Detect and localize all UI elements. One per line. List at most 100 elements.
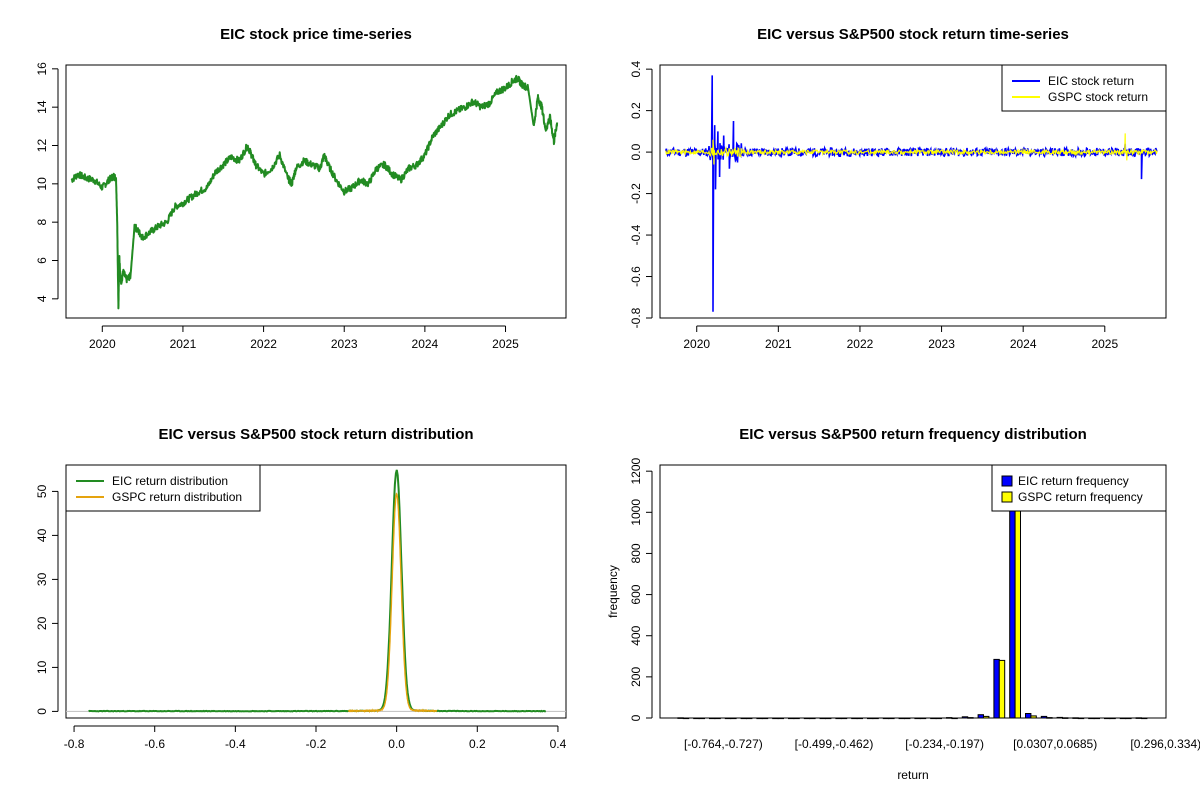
legend-label: EIC return distribution	[112, 474, 228, 488]
bar-gspc	[840, 717, 848, 720]
bar-eic	[819, 717, 826, 720]
y-tick-label: 0	[35, 708, 49, 715]
y-tick-label: 6	[35, 257, 49, 264]
bar-gspc	[1109, 717, 1116, 720]
y-axis-label: frequency	[606, 565, 620, 618]
bar-eic	[709, 717, 716, 720]
bar-eic	[1119, 717, 1127, 720]
bar-gspc	[1062, 717, 1069, 719]
y-tick-label: 0.4	[629, 60, 643, 77]
bar-eic	[835, 717, 842, 720]
y-tick-label: -0.8	[629, 307, 643, 328]
y-tick-label: 1200	[629, 458, 643, 485]
x-tick-label: 0.0	[388, 737, 405, 751]
x-tick-label: 2022	[250, 337, 277, 351]
legend-box	[991, 464, 1167, 512]
bar-eic	[756, 717, 763, 720]
bar-gspc	[1030, 715, 1037, 719]
bar-gspc	[825, 717, 832, 720]
bar-gspc	[777, 717, 784, 720]
bar-eic	[693, 717, 700, 720]
x-tick-label: 2021	[170, 337, 197, 351]
bar-gspc	[888, 717, 895, 720]
x-tick-label: 2024	[412, 337, 439, 351]
y-tick-label: 20	[35, 616, 49, 630]
x-tick-label: [-0.764,-0.727)	[684, 737, 763, 751]
x-tick-label: 2021	[765, 337, 792, 351]
bar-eic	[993, 658, 1000, 719]
y-tick-label: 4	[35, 295, 49, 302]
bar-gspc	[698, 717, 705, 720]
x-axis-label: return	[897, 768, 928, 782]
x-tick-label: [0.0307,0.0685)	[1013, 737, 1097, 751]
plot-frame	[659, 64, 1167, 319]
bar-gspc	[1046, 717, 1053, 719]
bar-gspc	[856, 717, 863, 720]
bar-eic	[788, 717, 795, 720]
bar-gspc	[998, 659, 1006, 719]
bar-gspc	[983, 715, 990, 719]
bar-gspc	[872, 717, 879, 720]
y-tick-label: 16	[35, 62, 49, 76]
y-tick-label: 0.2	[629, 102, 643, 119]
bar-eic	[882, 717, 890, 720]
bar-eic	[1056, 716, 1063, 719]
bar-gspc	[1093, 717, 1100, 720]
y-tick-label: 12	[35, 139, 49, 153]
legend-swatch	[1001, 475, 1013, 487]
y-tick-label: 200	[629, 667, 643, 687]
x-tick-label: 2025	[1091, 337, 1118, 351]
series-line-eic-density	[88, 469, 547, 713]
chart-title: EIC stock price time-series	[220, 26, 412, 43]
x-tick-label: -0.4	[225, 737, 246, 751]
y-tick-label: 10	[35, 660, 49, 674]
bar-eic	[930, 717, 937, 720]
bar-eic	[803, 717, 811, 720]
chart-title: EIC versus S&P500 stock return time-seri…	[757, 26, 1069, 43]
bar-eic	[914, 717, 921, 720]
plot-frame	[65, 464, 567, 719]
x-tick-label: 2024	[1010, 337, 1037, 351]
series-line-eic-price	[70, 74, 559, 310]
legend: EIC stock return GSPC stock return	[1001, 64, 1167, 112]
y-tick-label: 10	[35, 177, 49, 191]
legend: EIC return distribution GSPC return distr…	[65, 464, 261, 512]
bar-gspc	[904, 717, 911, 720]
bar-eic	[740, 717, 747, 720]
panel-1: EIC stock price time-series 2020 2021 2022 2…	[35, 26, 567, 351]
bar-gspc	[730, 717, 737, 720]
x-tick-label: 2025	[492, 337, 519, 351]
bar-eic	[867, 717, 874, 720]
y-tick-label: 50	[35, 484, 49, 498]
y-tick-label: -0.4	[629, 224, 643, 245]
y-tick-label: 600	[629, 584, 643, 604]
bar-eic	[961, 716, 969, 719]
panel-2: EIC versus S&P500 stock return time-seri…	[629, 26, 1167, 351]
y-tick-label: 14	[35, 100, 49, 114]
legend-label: GSPC return distribution	[112, 490, 242, 504]
y-tick-label: 800	[629, 543, 643, 563]
legend-box	[65, 464, 261, 512]
series-line-gspc-return	[665, 133, 1158, 165]
y-tick-label: 0	[629, 714, 643, 721]
legend-label: GSPC return frequency	[1018, 490, 1143, 504]
legend-box	[1001, 64, 1167, 112]
x-tick-label: 2022	[847, 337, 874, 351]
x-tick-label: 0.4	[550, 737, 567, 751]
x-tick-label: 0.2	[469, 737, 486, 751]
bar-gspc	[967, 717, 974, 719]
bar-eic	[946, 717, 953, 719]
bar-gspc	[746, 717, 753, 720]
bar-gspc	[935, 717, 942, 720]
y-tick-label: 0.0	[629, 143, 643, 160]
bar-eic	[1040, 715, 1048, 719]
x-tick-label: -0.6	[144, 737, 165, 751]
panel-4: EIC versus S&P500 return frequency distr…	[606, 426, 1200, 782]
bar-gspc	[1077, 717, 1085, 720]
x-tick-label: 2020	[683, 337, 710, 351]
bar-eic	[1104, 717, 1111, 720]
x-tick-label: -0.8	[64, 737, 85, 751]
bar-eic	[772, 717, 779, 720]
bar-eic	[1025, 713, 1032, 719]
x-tick-label: -0.2	[306, 737, 327, 751]
